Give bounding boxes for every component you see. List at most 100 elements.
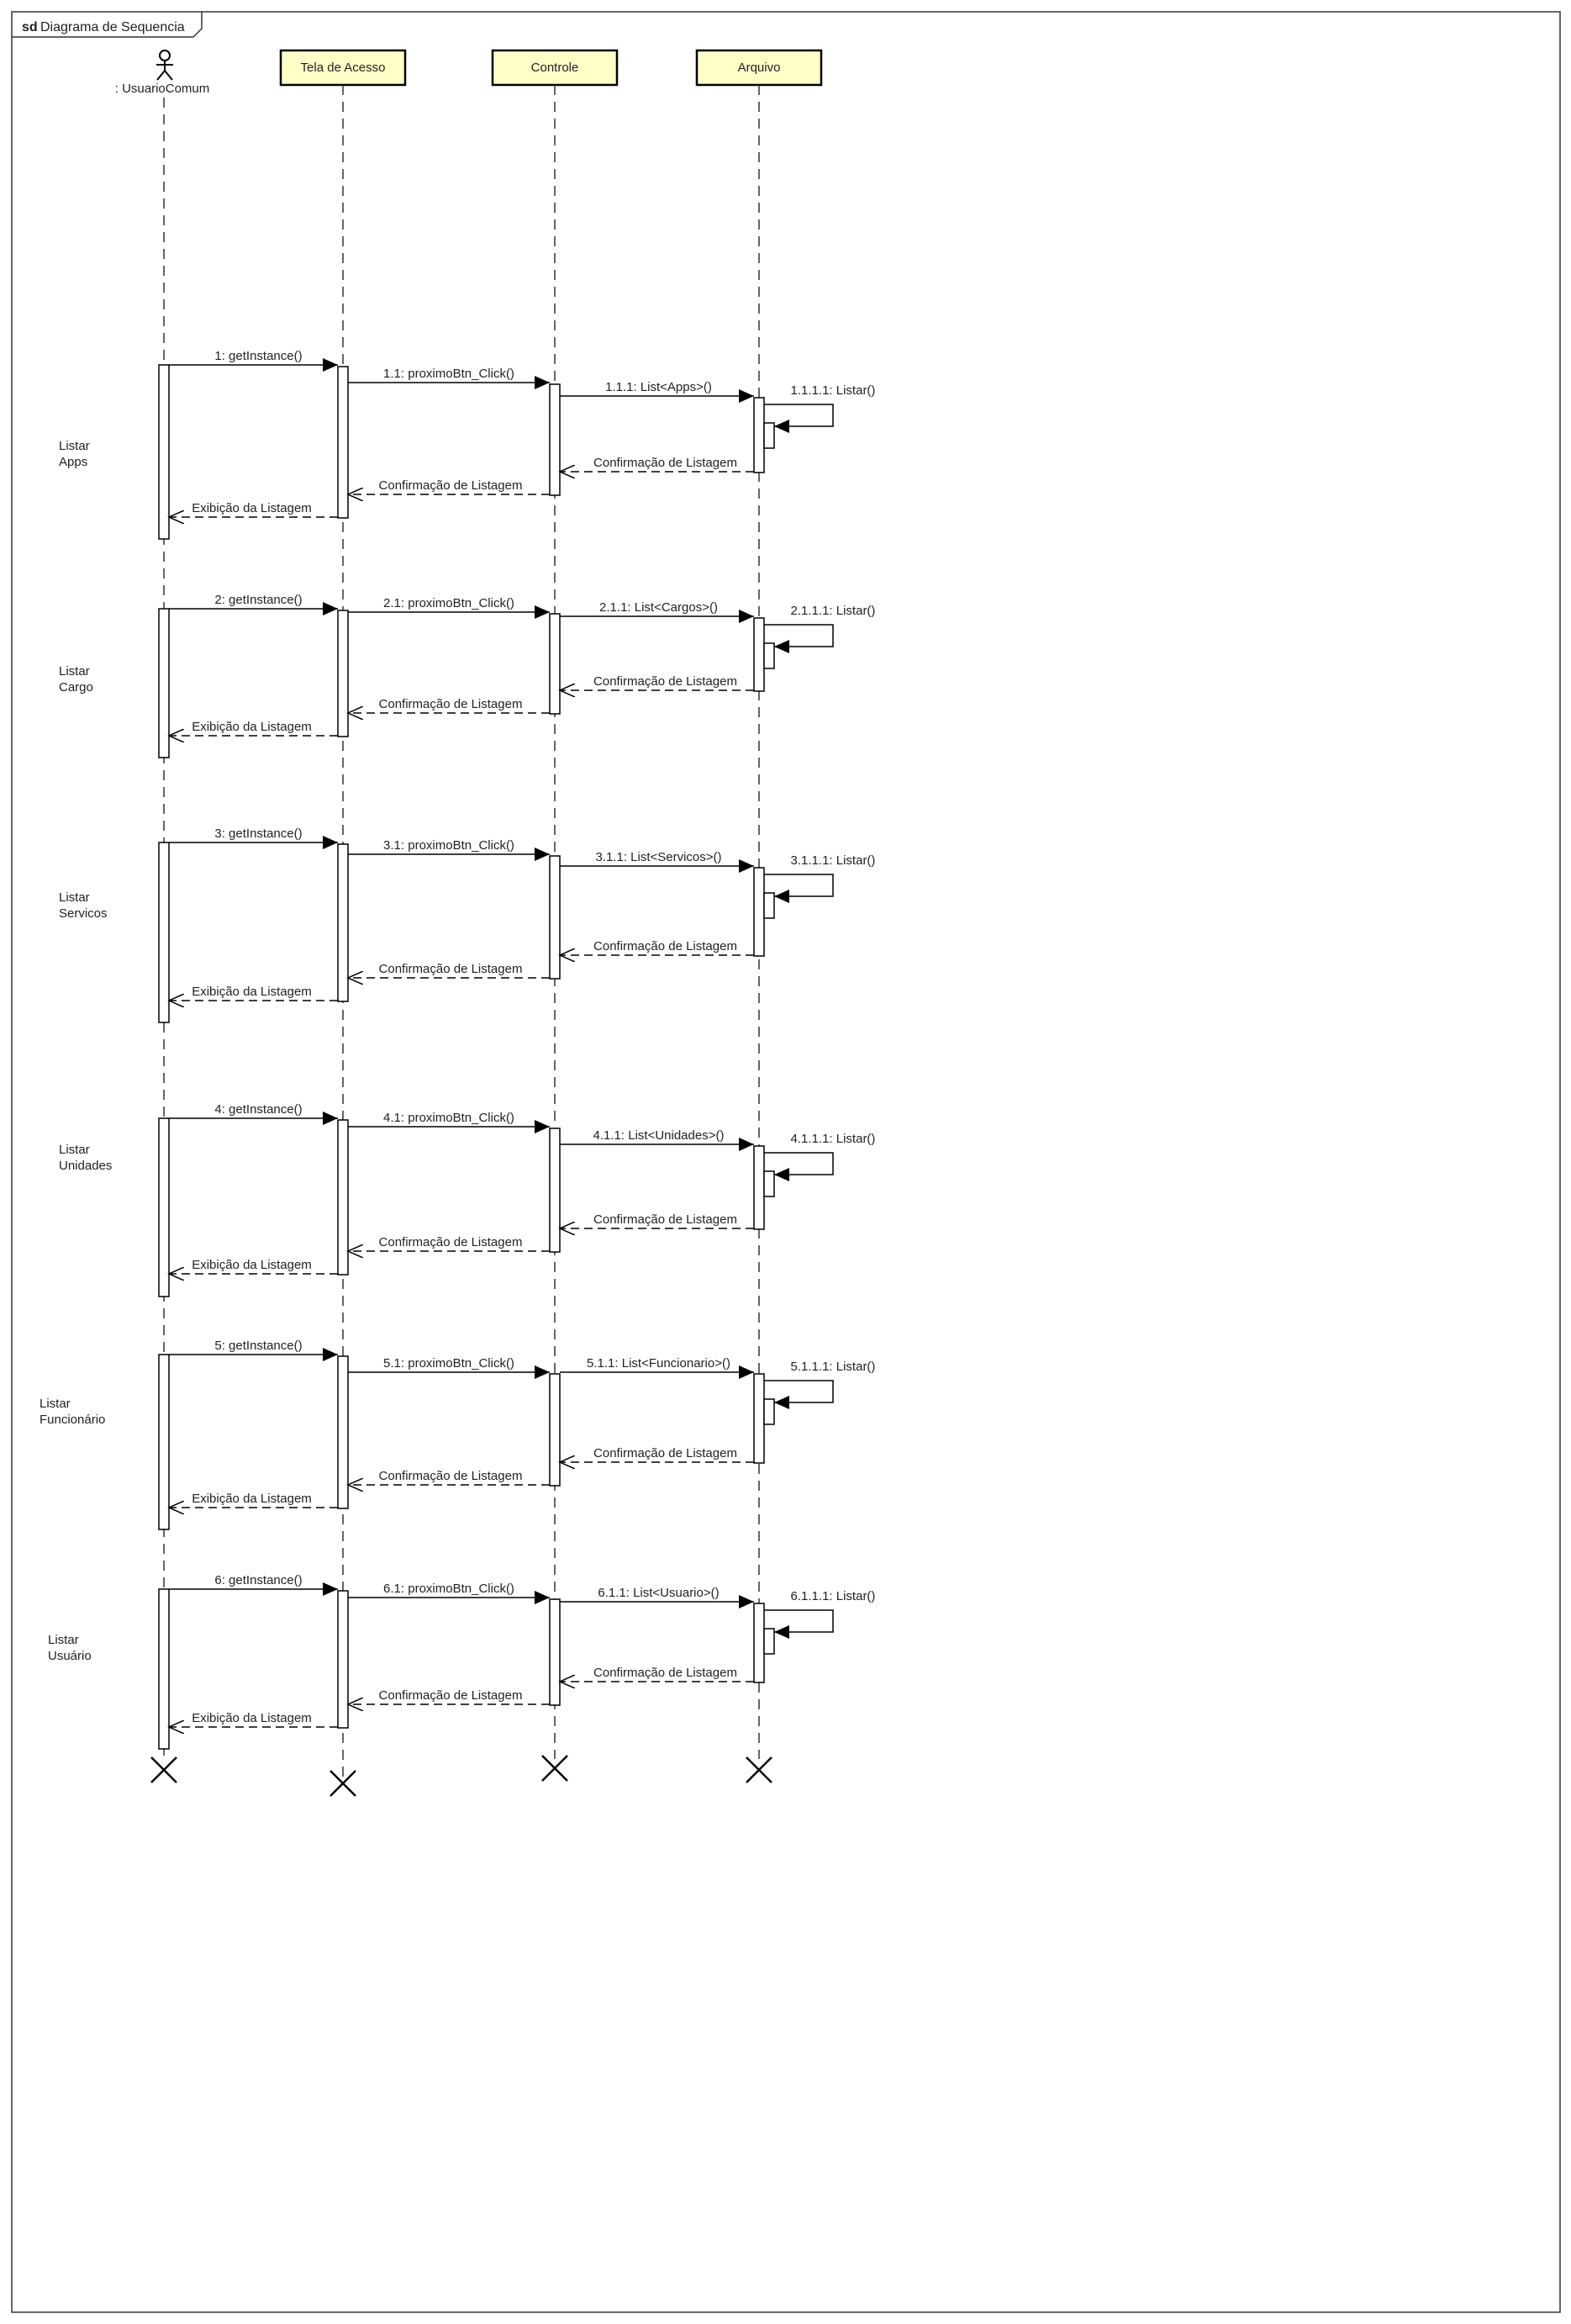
message-get-instance-label: 3: getInstance() — [214, 827, 302, 841]
return-arquivo-confirmacao-label: Confirmação de Listagem — [593, 939, 737, 953]
lifeline-tela-de-acesso-label: Tela de Acesso — [301, 61, 386, 75]
frame-title-tab — [12, 12, 203, 38]
actor-name: : UsuarioComum — [115, 82, 210, 96]
fragment-label-line1: Listar — [48, 1633, 79, 1647]
activation-arquivo-self — [763, 1170, 775, 1197]
activation-arquivo — [753, 1373, 765, 1464]
activation-actor — [158, 842, 170, 1023]
frame-keyword: sd — [22, 20, 38, 34]
message-self-listar — [764, 874, 834, 903]
actor-head — [159, 50, 171, 61]
message-list-label: 3.1.1: List<Servicos>() — [595, 850, 721, 864]
return-tela-exibicao-label: Exibição da Listagem — [192, 720, 312, 734]
return-controle-confirmacao-label: Confirmação de Listagem — [379, 1469, 523, 1483]
activation-tela — [337, 366, 349, 519]
return-arquivo-confirmacao-label: Confirmação de Listagem — [593, 1212, 737, 1227]
return-tela-exibicao-label: Exibição da Listagem — [192, 1711, 312, 1725]
return-controle-confirmacao-label: Confirmação de Listagem — [379, 1688, 523, 1703]
activation-arquivo — [753, 397, 765, 473]
diagram-frame — [11, 11, 1561, 2313]
fragment-label-line2: Usuário — [48, 1649, 92, 1663]
lifeline-tela-de-acesso-head: Tela de Acesso — [279, 49, 407, 87]
activation-arquivo — [753, 1603, 765, 1683]
activation-arquivo-self — [763, 642, 775, 669]
activation-tela — [337, 1355, 349, 1509]
return-tela-exibicao-label: Exibição da Listagem — [192, 985, 312, 999]
destroy-mark-actor — [150, 1756, 177, 1783]
message-proximo-click-label: 3.1: proximoBtn_Click() — [383, 838, 514, 853]
message-self-listar-label: 6.1.1.1: Listar() — [791, 1589, 876, 1603]
fragment-label-line2: Cargo — [59, 680, 93, 695]
fragment-2: 2: getInstance() 2.1: proximoBtn_Click() 2… — [59, 593, 875, 758]
message-list-label: 2.1.1: List<Cargos>() — [599, 600, 718, 615]
return-arquivo-confirmacao-label: Confirmação de Listagem — [593, 1666, 737, 1680]
fragment-6: 6: getInstance() 6.1: proximoBtn_Click() 6… — [48, 1573, 876, 1750]
activation-arquivo-self — [763, 422, 775, 449]
return-tela-exibicao-label: Exibição da Listagem — [192, 1492, 312, 1506]
activation-tela — [337, 1119, 349, 1276]
message-list-label: 5.1.1: List<Funcionario>() — [587, 1356, 730, 1371]
fragment-label-line1: Listar — [59, 439, 90, 453]
interaction-fragments: 1: getInstance() 1.1: proximoBtn_Click() 1… — [40, 349, 876, 1750]
destroy-mark-arquivo — [746, 1756, 772, 1783]
fragment-4: 4: getInstance() 4.1: proximoBtn_Click() 4… — [59, 1102, 875, 1297]
return-arquivo-confirmacao-label: Confirmação de Listagem — [593, 1446, 737, 1460]
fragment-label-line1: Listar — [59, 664, 90, 679]
activation-tela — [337, 843, 349, 1002]
message-list-label: 6.1.1: List<Usuario>() — [598, 1586, 719, 1600]
message-proximo-click-label: 1.1: proximoBtn_Click() — [383, 367, 514, 381]
fragment-label-line1: Listar — [40, 1397, 71, 1411]
activation-tela — [337, 1590, 349, 1729]
activation-controle — [549, 1128, 561, 1253]
return-tela-exibicao-label: Exibição da Listagem — [192, 1258, 312, 1272]
message-self-listar-label: 1.1.1.1: Listar() — [791, 383, 876, 398]
message-get-instance-label: 2: getInstance() — [214, 593, 302, 607]
message-get-instance-label: 4: getInstance() — [214, 1102, 302, 1117]
message-self-listar — [764, 1152, 834, 1181]
message-get-instance-label: 1: getInstance() — [214, 349, 302, 363]
message-self-listar-label: 5.1.1.1: Listar() — [791, 1360, 876, 1374]
fragment-label-line2: Apps — [59, 455, 87, 469]
destroy-mark-tela — [329, 1770, 356, 1797]
activation-arquivo-self — [763, 1628, 775, 1655]
message-proximo-click-label: 5.1: proximoBtn_Click() — [383, 1356, 514, 1371]
message-self-listar — [764, 1609, 834, 1639]
return-controle-confirmacao-label: Confirmação de Listagem — [379, 697, 523, 711]
message-proximo-click-label: 2.1: proximoBtn_Click() — [383, 596, 514, 610]
message-proximo-click-label: 6.1: proximoBtn_Click() — [383, 1582, 514, 1596]
return-arquivo-confirmacao-label: Confirmação de Listagem — [593, 674, 737, 689]
activation-arquivo-self — [763, 1398, 775, 1425]
activation-arquivo — [753, 617, 765, 692]
activation-actor — [158, 364, 170, 540]
message-get-instance-label: 5: getInstance() — [214, 1339, 302, 1353]
return-controle-confirmacao-label: Confirmação de Listagem — [379, 478, 523, 493]
destroy-mark-controle — [541, 1755, 568, 1782]
activation-controle — [549, 383, 561, 496]
lifeline-arquivo-head: Arquivo — [695, 49, 823, 87]
message-get-instance-label: 6: getInstance() — [214, 1573, 302, 1587]
fragment-label-line2: Servicos — [59, 906, 108, 921]
activation-controle — [549, 1598, 561, 1706]
fragment-label-line1: Listar — [59, 890, 90, 905]
message-self-listar-label: 3.1.1.1: Listar() — [791, 853, 876, 868]
lifeline-controle-label: Controle — [531, 61, 579, 75]
fragment-5: 5: getInstance() 5.1: proximoBtn_Click() 5… — [40, 1339, 876, 1530]
fragment-label-line1: Listar — [59, 1143, 90, 1157]
return-arquivo-confirmacao-label: Confirmação de Listagem — [593, 456, 737, 470]
activation-arquivo — [753, 1145, 765, 1230]
fragment-3: 3: getInstance() 3.1: proximoBtn_Click() 3… — [59, 827, 876, 1023]
activation-controle — [549, 855, 561, 980]
actor-usuario-comum: : UsuarioComum — [115, 50, 210, 96]
lifeline-controle-head: Controle — [491, 49, 619, 87]
activation-controle — [549, 1373, 561, 1487]
activation-actor — [158, 1117, 170, 1297]
message-self-listar — [764, 404, 834, 433]
fragment-label-line2: Unidades — [59, 1159, 112, 1173]
message-self-listar-label: 2.1.1.1: Listar() — [791, 604, 876, 618]
activation-arquivo — [753, 867, 765, 957]
message-list-label: 1.1.1: List<Apps>() — [605, 380, 712, 394]
fragment-label-line2: Funcionário — [40, 1413, 105, 1427]
return-controle-confirmacao-label: Confirmação de Listagem — [379, 962, 523, 976]
message-self-listar-label: 4.1.1.1: Listar() — [791, 1132, 876, 1146]
